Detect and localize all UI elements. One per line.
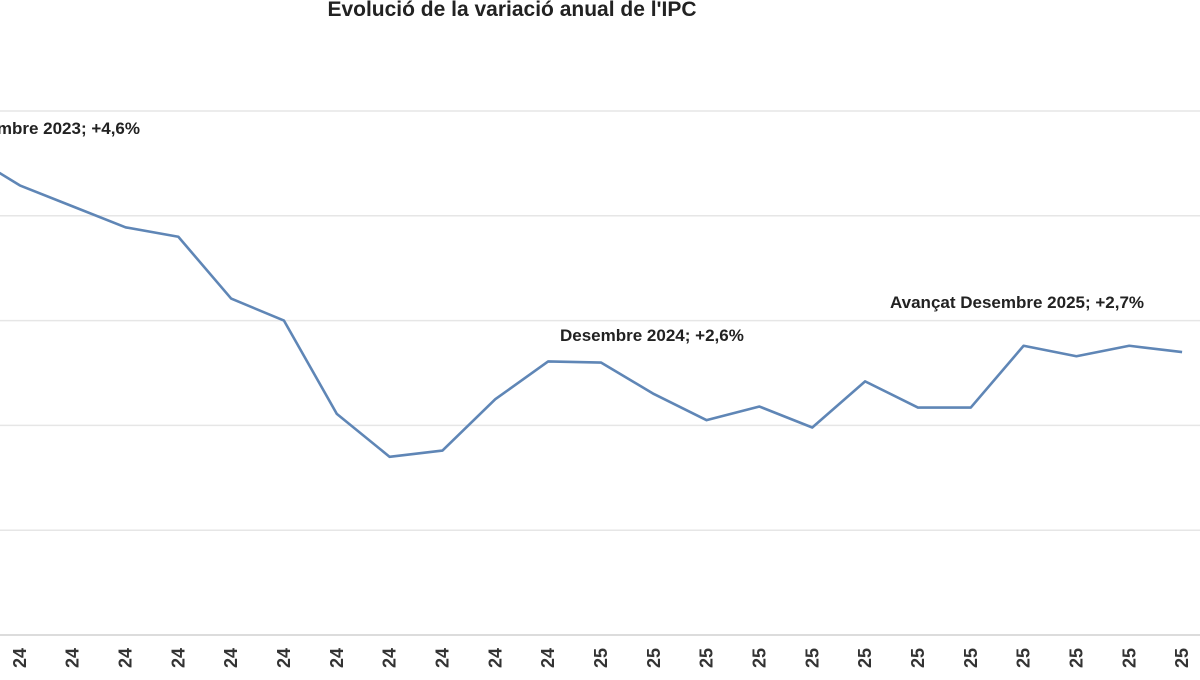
- chart-title: Evolució de la variació anual de l'IPC: [327, 0, 696, 21]
- x-tick-label: 25: [1119, 648, 1139, 668]
- x-tick-label: 25: [961, 648, 981, 668]
- x-tick-label: 25: [908, 648, 928, 668]
- x-tick-label: 24: [327, 648, 347, 668]
- x-tick-label: 24: [274, 648, 294, 668]
- x-tick-label: 25: [855, 648, 875, 668]
- data-line: [0, 171, 1183, 459]
- x-tick-label: 24: [380, 648, 400, 668]
- x-tick-label: 24: [168, 648, 188, 668]
- x-tick-label: 25: [749, 648, 769, 668]
- x-tick-label: 24: [10, 648, 30, 668]
- annotation: Avançat Desembre 2025; +2,7%: [890, 293, 1144, 312]
- x-tick-label: 24: [221, 648, 241, 668]
- x-tick-label: 24: [538, 648, 558, 668]
- x-tick-label: 25: [1014, 648, 1034, 668]
- x-tick-label: 25: [697, 648, 717, 668]
- x-tick-label: 25: [1066, 648, 1086, 668]
- x-tick-label: 25: [591, 648, 611, 668]
- x-tick-label: 25: [1172, 648, 1192, 668]
- x-tick-label: 25: [802, 648, 822, 668]
- x-tick-label: 24: [115, 648, 135, 668]
- x-tick-label: 24: [63, 648, 83, 668]
- x-tick-label: 24: [485, 648, 505, 668]
- x-tick-label: 24: [432, 648, 452, 668]
- annotation: Desembre 2024; +2,6%: [560, 326, 744, 345]
- x-tick-label: 25: [644, 648, 664, 668]
- annotation: Desembre 2023; +4,6%: [0, 119, 140, 138]
